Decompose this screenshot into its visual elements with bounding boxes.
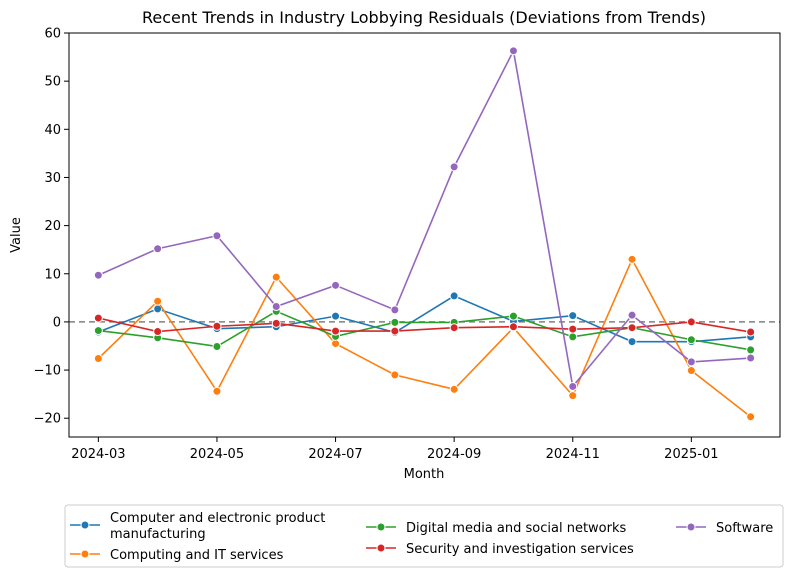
data-point: [627, 310, 637, 320]
series-2: [93, 254, 756, 422]
data-point: [746, 353, 756, 363]
data-point: [686, 366, 696, 376]
y-tick-label: −10: [34, 364, 61, 379]
data-point: [271, 272, 281, 282]
legend-entry: Computer and electronic productmanufactu…: [70, 511, 325, 542]
x-tick-label: 2024-07: [308, 447, 362, 462]
data-point: [627, 323, 637, 333]
y-tick-label: 20: [44, 219, 61, 234]
data-point: [212, 231, 222, 241]
legend: Computer and electronic productmanufactu…: [64, 504, 784, 568]
series-line: [98, 48, 751, 389]
series-4: [93, 313, 756, 337]
data-point: [271, 318, 281, 328]
data-point: [686, 335, 696, 345]
data-point: [331, 311, 341, 321]
y-tick-label: −20: [34, 412, 61, 427]
legend-marker: [80, 549, 90, 559]
data-point: [449, 162, 459, 172]
data-point: [627, 337, 637, 347]
data-point: [390, 317, 400, 327]
x-tick-label: 2025-01: [664, 447, 718, 462]
data-point: [686, 317, 696, 327]
legend-marker: [376, 522, 386, 532]
data-point: [568, 381, 578, 391]
data-point: [568, 391, 578, 401]
data-point: [93, 270, 103, 280]
data-point: [153, 327, 163, 337]
data-point: [153, 244, 163, 254]
y-axis-label: Value: [9, 217, 24, 253]
series-line: [97, 257, 752, 418]
data-point: [508, 322, 518, 332]
legend-label: Security and investigation services: [406, 542, 634, 557]
y-tick-label: 0: [53, 315, 61, 330]
data-point: [568, 311, 578, 321]
legend-entry: Software: [676, 521, 773, 536]
legend-label: manufacturing: [110, 527, 206, 542]
legend-entry: Security and investigation services: [366, 542, 634, 557]
data-point: [686, 357, 696, 367]
y-tick-label: 10: [44, 267, 61, 282]
y-tick-label: 30: [44, 171, 61, 186]
plot-area: −20 −10 0 10 20 30 40 50 60 2024-03 2024-05 2024-07…: [34, 27, 781, 462]
y-tick-label: 50: [44, 75, 61, 90]
x-tick-label: 2024-05: [190, 447, 244, 462]
legend-box: [64, 504, 784, 568]
x-tick-label: 2024-09: [427, 447, 481, 462]
legend-entry: Digital media and social networks: [366, 521, 626, 536]
data-point: [93, 326, 103, 336]
data-point: [331, 280, 341, 290]
legend-marker: [80, 520, 90, 530]
data-point: [271, 302, 281, 312]
legend-label: Computer and electronic product: [110, 511, 325, 526]
data-point: [746, 412, 756, 422]
legend-marker: [376, 543, 386, 553]
data-point: [390, 370, 400, 380]
data-point: [746, 327, 756, 337]
data-point: [93, 354, 103, 364]
plot-frame: [68, 32, 781, 438]
data-point: [449, 323, 459, 333]
chart-title: Recent Trends in Industry Lobbying Resid…: [142, 8, 706, 27]
data-point: [449, 384, 459, 394]
data-point: [568, 332, 578, 342]
data-point: [153, 296, 163, 306]
legend-label: Computing and IT services: [110, 548, 284, 563]
series-5: [93, 46, 756, 391]
legend-label: Digital media and social networks: [406, 521, 626, 536]
y-tick-label: 40: [44, 123, 61, 138]
y-tick-label: 60: [44, 27, 61, 42]
data-point: [746, 345, 756, 355]
data-point: [331, 326, 341, 336]
series-1: [93, 291, 756, 347]
x-tick-label: 2024-11: [546, 447, 600, 462]
series-line: [98, 295, 751, 343]
legend-label: Software: [716, 521, 773, 536]
data-point: [508, 311, 518, 321]
data-point: [390, 305, 400, 315]
data-point: [93, 313, 103, 323]
legend-entry: Computing and IT services: [70, 548, 284, 563]
x-tick-label: 2024-03: [71, 447, 125, 462]
x-axis-label: Month: [404, 467, 445, 482]
series-line: [98, 317, 751, 333]
data-point: [627, 254, 637, 264]
data-point: [568, 324, 578, 334]
data-point: [212, 341, 222, 351]
data-point: [390, 326, 400, 336]
data-point: [212, 321, 222, 331]
data-point: [508, 46, 518, 56]
legend-marker: [686, 522, 696, 532]
series-line: [98, 310, 751, 351]
data-point: [212, 386, 222, 396]
data-point: [449, 291, 459, 301]
